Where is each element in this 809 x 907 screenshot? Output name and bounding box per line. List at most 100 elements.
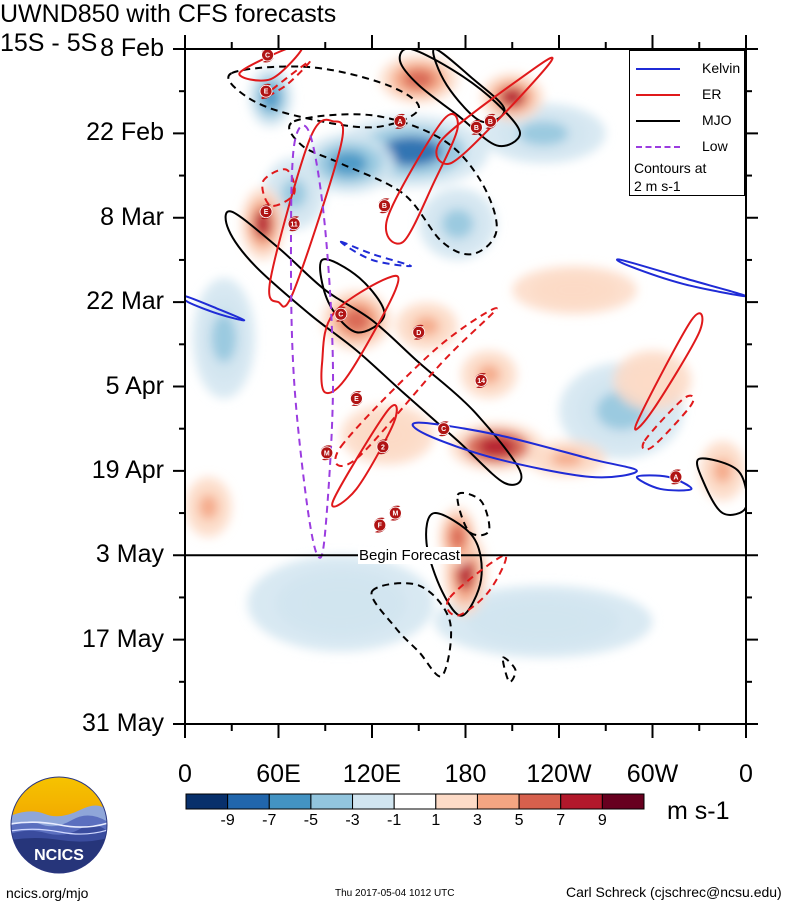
storm-marker-label: 11 xyxy=(290,221,298,228)
storm-marker-dot xyxy=(388,506,402,520)
anomaly-blob xyxy=(434,585,653,658)
colorbar-swatch xyxy=(518,793,562,810)
contour-er xyxy=(435,56,554,165)
contour-er xyxy=(261,168,296,207)
colorbar-tick-label: 9 xyxy=(597,812,607,829)
storm-marker-dot xyxy=(259,84,273,98)
anomaly-blob-core xyxy=(477,437,516,457)
colorbar-swatch xyxy=(560,793,603,810)
colorbar-swatch xyxy=(393,793,437,810)
storm-marker-label: B xyxy=(488,119,493,126)
storm-marker-label: F xyxy=(378,523,383,530)
anomaly-blob xyxy=(512,265,637,315)
storm-marker: 2 xyxy=(376,439,390,455)
colorbar-swatch xyxy=(352,793,395,810)
storm-marker-dot xyxy=(320,446,334,460)
storm-marker: E xyxy=(350,391,363,407)
storm-marker: D xyxy=(412,324,426,340)
anomaly-blob xyxy=(247,555,435,652)
contour-mjo xyxy=(696,457,746,516)
storm-marker-dot xyxy=(334,307,348,321)
storm-marker: B xyxy=(470,119,483,135)
contour-mjo xyxy=(398,49,522,148)
anomaly-blob-core xyxy=(450,525,466,550)
storm-marker-dot xyxy=(393,114,407,128)
begin-forecast-label: Begin Forecast xyxy=(358,547,461,564)
anomaly-blob-core xyxy=(403,69,435,89)
legend-item-low: Low xyxy=(630,135,746,159)
storm-marker-label: A xyxy=(398,119,403,126)
contour-mjo xyxy=(370,582,453,678)
y-tick-label: 3 May xyxy=(95,540,164,569)
contour-kelvin xyxy=(411,421,638,479)
anomaly-blob-core xyxy=(499,607,588,637)
storm-marker: E xyxy=(259,204,273,220)
storm-marker-label: A xyxy=(673,474,678,481)
colorbar-tick-label: 3 xyxy=(473,812,482,829)
x-tick-label: 120E xyxy=(342,760,402,788)
anomaly-blob xyxy=(418,187,497,260)
storm-marker-label: E xyxy=(264,89,269,96)
storm-marker: C xyxy=(334,306,348,322)
storm-marker-dot xyxy=(350,392,363,405)
anomaly-blob-core xyxy=(518,121,569,146)
storm-marker-dot xyxy=(669,470,683,484)
contour-mjo xyxy=(456,491,491,537)
footer-url[interactable]: ncics.org/mjo xyxy=(6,885,89,901)
legend: Kelvin ER MJO Low Contours at 2 m s-1 xyxy=(629,50,745,196)
storm-marker-label: 2 xyxy=(381,444,385,451)
y-tick-label: 8 Feb xyxy=(100,34,164,62)
anomaly-blob xyxy=(185,476,232,538)
colorbar-swatch xyxy=(435,793,478,810)
storm-marker: M xyxy=(388,505,402,521)
colorbar-swatch xyxy=(476,793,520,810)
storm-marker-dot xyxy=(484,114,497,128)
legend-note-line1: Contours at xyxy=(634,160,707,176)
colorbar-swatch xyxy=(310,793,354,810)
anomaly-blob-core xyxy=(342,308,371,333)
storm-marker: 14 xyxy=(474,372,488,388)
storm-marker-dot xyxy=(259,205,273,219)
colorbar-tick-label: -5 xyxy=(303,812,319,829)
anomaly-blob xyxy=(481,73,544,122)
x-tick-label: 180 xyxy=(444,760,487,788)
contour-kelvin xyxy=(616,258,746,298)
legend-note-line2: 2 m s-1 xyxy=(634,178,681,194)
storm-marker-label: M xyxy=(392,511,398,518)
anomaly-blob-core xyxy=(551,451,583,467)
y-tick-label: 22 Mar xyxy=(86,287,164,316)
legend-swatch xyxy=(636,68,680,70)
storm-marker-dot xyxy=(378,199,391,213)
ncics-logo-text: NCICS xyxy=(34,847,84,864)
contour-mjo xyxy=(501,656,517,684)
storm-marker-dot xyxy=(376,440,390,454)
storm-marker: B xyxy=(378,198,391,214)
anomaly-blob-core xyxy=(303,584,379,623)
anomaly-blob-core xyxy=(199,494,218,520)
legend-label: ER xyxy=(702,86,722,102)
contour-er xyxy=(385,112,459,245)
storm-marker-dot xyxy=(373,518,387,532)
storm-marker-label: 14 xyxy=(477,378,485,385)
colorbar-tick-label: -3 xyxy=(345,812,360,829)
y-tick-label: 31 May xyxy=(82,709,164,737)
legend-swatch xyxy=(636,120,680,122)
storm-marker-dot xyxy=(437,422,451,436)
anomaly-blob-core xyxy=(329,151,368,176)
storm-marker: B xyxy=(484,113,497,129)
y-tick-label: 8 Mar xyxy=(100,202,164,231)
colorbar-tick-label: -9 xyxy=(220,812,235,829)
footer-author: Carl Schreck (cjschrec@ncsu.edu) xyxy=(566,884,782,900)
y-tick-label: 17 May xyxy=(82,624,164,653)
storm-marker-label: E xyxy=(354,396,359,403)
storm-marker: E xyxy=(259,83,273,99)
colorbar-tick-label: -7 xyxy=(262,812,277,829)
x-tick-label: 60W xyxy=(626,760,679,788)
anomaly-blob xyxy=(192,278,256,399)
contour-kelvin xyxy=(635,474,693,492)
x-tick-label: 0 xyxy=(739,760,753,788)
storm-marker-dot xyxy=(474,374,488,387)
colorbar-swatch xyxy=(185,793,229,810)
storm-marker-label: B xyxy=(474,125,479,132)
anomaly-blob-core xyxy=(211,314,237,363)
